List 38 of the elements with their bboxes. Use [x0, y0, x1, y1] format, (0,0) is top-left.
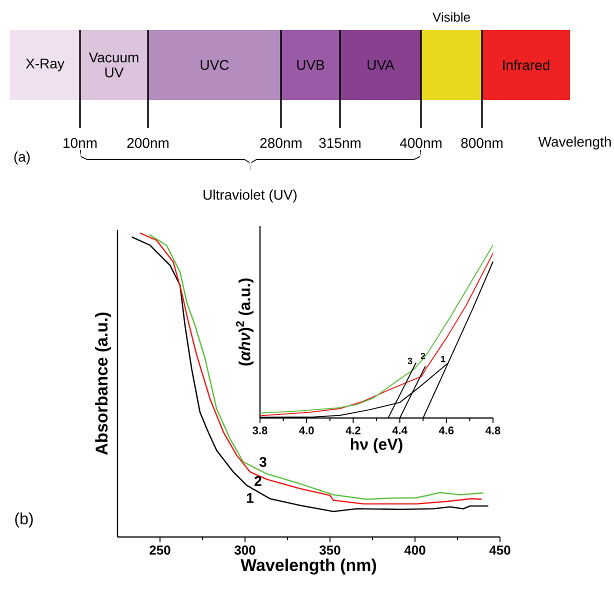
x-tick-label: 4.6 [438, 426, 454, 434]
category-label: UVA [368, 60, 394, 70]
category-label: X-Ray [26, 58, 64, 72]
x-tick-label: 4.8 [486, 426, 500, 434]
category-label: UVC [200, 60, 229, 70]
x-axis-title: Wavelength (nm) [240, 558, 376, 575]
category-label: Visible [432, 12, 470, 22]
x-tick-label: 350 [319, 546, 340, 555]
x-tick-label: 3.8 [252, 426, 268, 434]
category-label: UVB [297, 60, 324, 70]
text: Ultraviolet (UV) [204, 189, 297, 203]
x-axis-title: hν (eV) [350, 438, 402, 454]
y-axis-title: Absorbance (a.u.) [95, 312, 111, 455]
category-label: Infrared [503, 60, 550, 70]
annotation: 3 [259, 457, 266, 467]
text: Wavelength [538, 136, 611, 150]
text: 800nm [461, 138, 502, 148]
annotation: 1 [441, 356, 446, 362]
text: 400nm [400, 138, 442, 148]
x-tick-label: 250 [150, 546, 170, 555]
y-axis-title: (αhν)$^{2}$ (a.u.) [236, 278, 254, 366]
text: 280nm [260, 138, 302, 148]
annotation: 2 [254, 476, 262, 486]
category-label: Vacuum UV [88, 52, 138, 78]
text: (b) [15, 512, 33, 528]
x-tick-label: 300 [234, 546, 256, 555]
x-tick-label: 4.0 [299, 426, 314, 434]
text: 200nm [127, 138, 168, 148]
x-tick-label: 4.4 [392, 426, 408, 434]
text: 10nm [64, 138, 97, 148]
x-tick-label: 4.2 [346, 426, 360, 434]
annotation: 1 [246, 493, 254, 503]
annotation: 3 [408, 358, 412, 364]
text: (a) [14, 151, 30, 165]
x-tick-label: 450 [489, 546, 510, 555]
text: 315nm [319, 138, 360, 148]
x-tick-label: 400 [404, 546, 426, 555]
annotation: 2 [420, 352, 426, 360]
